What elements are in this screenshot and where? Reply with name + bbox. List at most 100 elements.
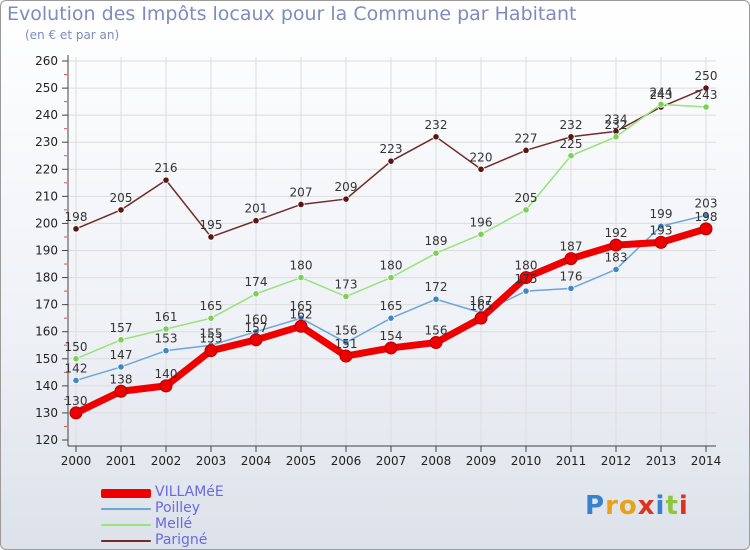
data-label-melle-2012: 232 <box>605 118 628 132</box>
point-villamee-2000 <box>69 406 83 420</box>
data-label-parigne-2004: 201 <box>245 202 268 216</box>
data-label-villamee-2010: 180 <box>515 259 538 273</box>
legend-label-melle: Mellé <box>155 516 193 532</box>
data-label-melle-2007: 180 <box>380 259 403 273</box>
data-label-poilley-2010: 175 <box>515 272 538 286</box>
data-label-poilley-2005: 165 <box>290 299 313 313</box>
data-label-melle-2000: 150 <box>65 340 88 354</box>
data-label-melle-2010: 205 <box>515 191 538 205</box>
point-poilley-2008 <box>432 295 440 303</box>
data-label-villamee-2001: 138 <box>110 372 133 386</box>
point-villamee-2013 <box>654 235 668 249</box>
data-label-melle-2013: 244 <box>650 85 673 99</box>
data-label-melle-2001: 157 <box>110 321 133 335</box>
point-poilley-2010 <box>522 287 530 295</box>
data-label-villamee-2000: 130 <box>65 394 88 408</box>
data-label-poilley-2012: 183 <box>605 250 628 264</box>
data-label-melle-2003: 165 <box>200 299 223 313</box>
data-label-poilley-2006: 156 <box>335 324 358 338</box>
data-label-poilley-2014: 203 <box>695 196 718 210</box>
legend-swatch-villamee <box>101 489 151 498</box>
data-label-poilley-2007: 165 <box>380 299 403 313</box>
point-parigne-2009 <box>477 165 485 173</box>
point-poilley-2007 <box>387 314 395 322</box>
point-melle-2006 <box>342 292 350 301</box>
point-parigne-2000 <box>72 225 80 233</box>
x-tick-label-2008: 2008 <box>421 454 452 468</box>
data-label-melle-2002: 161 <box>155 310 178 324</box>
point-parigne-2001 <box>117 206 125 214</box>
point-melle-2008 <box>432 249 440 257</box>
data-label-villamee-2014: 198 <box>695 210 718 224</box>
x-tick-label-2014: 2014 <box>691 454 722 468</box>
data-label-poilley-2004: 160 <box>245 313 268 327</box>
data-label-parigne-2000: 198 <box>65 210 88 224</box>
x-tick-label-2000: 2000 <box>61 454 92 468</box>
point-melle-2013 <box>657 100 665 108</box>
y-tick-label-130: 130 <box>35 406 58 420</box>
point-villamee-2005 <box>294 319 308 333</box>
point-parigne-2008 <box>432 133 440 141</box>
point-parigne-2007 <box>387 157 395 165</box>
x-tick-label-2006: 2006 <box>331 454 362 468</box>
y-tick-label-180: 180 <box>35 271 58 285</box>
data-label-parigne-2001: 205 <box>110 191 133 205</box>
x-tick-label-2012: 2012 <box>601 454 632 468</box>
legend-label-poilley: Poilley <box>155 500 201 516</box>
point-poilley-2014 <box>702 211 710 219</box>
point-villamee-2008 <box>429 336 443 350</box>
logo-letter: i <box>655 491 666 521</box>
x-tick-label-2011: 2011 <box>556 454 587 468</box>
data-label-parigne-2006: 209 <box>335 180 358 194</box>
data-label-layer: 130 138 140 153 157 162 151 154 156 165 180 187 192 1… <box>65 69 718 408</box>
point-melle-2014 <box>702 103 710 111</box>
data-label-poilley-2001: 147 <box>110 348 133 362</box>
point-poilley-2001 <box>117 363 125 371</box>
data-label-melle-2014: 243 <box>695 88 718 102</box>
point-villamee-2004 <box>249 333 263 347</box>
y-tick-label-220: 220 <box>35 162 58 176</box>
series-layer <box>69 84 713 420</box>
point-melle-2002 <box>162 325 170 333</box>
data-label-parigne-2003: 195 <box>200 218 223 232</box>
point-villamee-2006 <box>339 349 353 363</box>
y-tick-label-160: 160 <box>35 325 58 339</box>
legend-swatch-parigne <box>101 540 151 542</box>
x-tick-label-2003: 2003 <box>196 454 227 468</box>
data-label-villamee-2007: 154 <box>380 329 403 343</box>
y-tick-label-190: 190 <box>35 244 58 258</box>
data-label-villamee-2002: 140 <box>155 367 178 381</box>
data-label-poilley-2011: 176 <box>560 269 583 283</box>
legend-label-parigne: Parigné <box>155 532 208 548</box>
data-label-poilley-2002: 153 <box>155 332 178 346</box>
x-tick-label-2010: 2010 <box>511 454 542 468</box>
point-villamee-2010 <box>519 271 533 285</box>
legend-swatch-poilley <box>101 508 151 510</box>
point-melle-2009 <box>477 230 485 238</box>
data-label-parigne-2005: 207 <box>290 185 313 199</box>
legend-item-parigne: Parigné <box>101 532 341 549</box>
data-label-melle-2009: 196 <box>470 215 493 229</box>
point-melle-2000 <box>72 355 80 363</box>
chart-subtitle: (en € et par an) <box>25 28 120 42</box>
x-tick-label-2007: 2007 <box>376 454 407 468</box>
data-label-melle-2008: 189 <box>425 234 448 248</box>
data-label-poilley-2008: 172 <box>425 280 448 294</box>
point-melle-2004 <box>252 290 260 298</box>
data-label-melle-2004: 174 <box>245 275 268 289</box>
point-melle-2001 <box>117 336 125 344</box>
point-poilley-2000 <box>72 376 80 385</box>
data-label-melle-2006: 173 <box>335 278 358 292</box>
data-label-parigne-2010: 227 <box>515 131 538 145</box>
data-label-poilley-2009: 167 <box>470 294 493 308</box>
logo-letter: P <box>585 491 606 521</box>
y-tick-label-210: 210 <box>35 189 58 203</box>
data-label-villamee-2013: 193 <box>650 223 673 237</box>
legend-item-melle: Mellé <box>101 516 341 533</box>
data-label-parigne-2011: 232 <box>560 118 583 132</box>
data-label-villamee-2011: 187 <box>560 240 583 254</box>
data-label-parigne-2002: 216 <box>155 161 178 175</box>
point-parigne-2005 <box>297 200 305 209</box>
